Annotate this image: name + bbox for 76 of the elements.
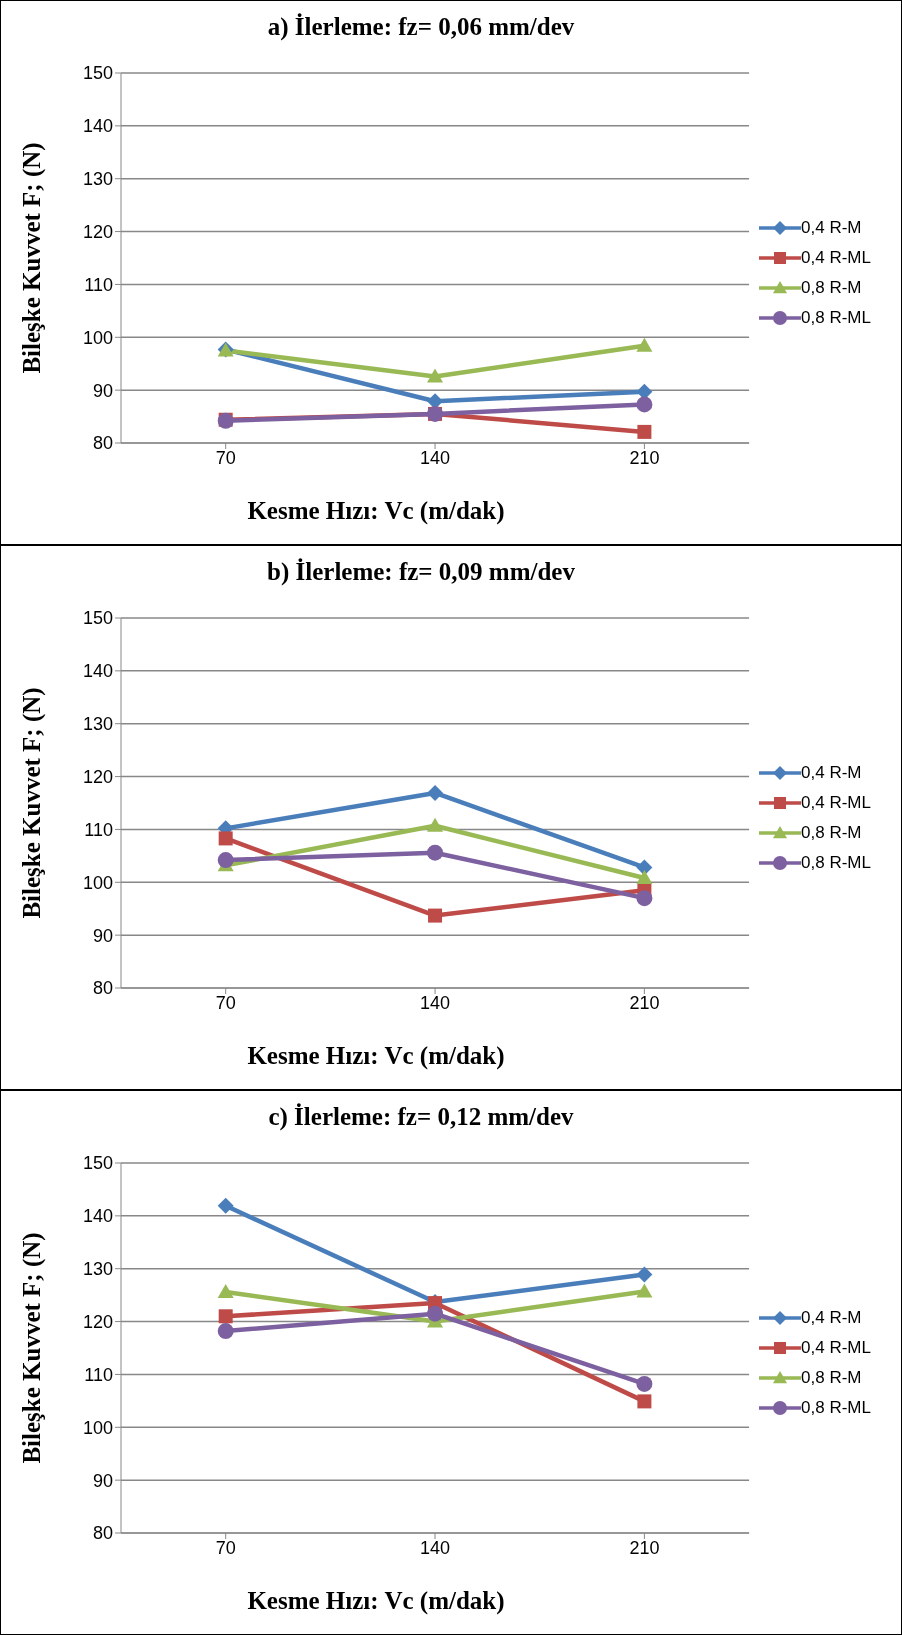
x-axis-title: Kesme Hızı: Vc (m/dak) <box>246 497 506 525</box>
y-tick-label: 130 <box>82 169 113 190</box>
y-tick-label: 100 <box>82 872 113 893</box>
y-tick-label: 80 <box>92 978 113 999</box>
x-tick-label: 70 <box>215 992 236 1013</box>
y-tick-label: 100 <box>82 327 113 348</box>
legend-label: 0,8 R-M <box>801 1368 862 1388</box>
y-tick-label: 140 <box>82 1206 113 1227</box>
legend-label: 0,8 R-ML <box>801 1398 871 1418</box>
point <box>218 831 233 846</box>
x-tick-label: 140 <box>420 992 451 1013</box>
x-tick-label: 210 <box>629 1537 660 1558</box>
legend-label: 0,4 R-ML <box>801 1338 871 1358</box>
legend-label: 0,4 R-M <box>801 218 862 238</box>
y-tick-label: 110 <box>84 1364 113 1385</box>
point <box>218 1309 233 1324</box>
legend-label: 0,8 R-ML <box>801 853 871 873</box>
y-axis-title: Bileşke Kuvvet F; (N) <box>17 142 46 374</box>
point <box>428 908 443 923</box>
y-tick-label: 150 <box>82 63 113 84</box>
legend-label: 0,8 R-M <box>801 278 862 298</box>
y-axis-title: Bileşke Kuvvet F; (N) <box>17 1232 46 1464</box>
x-tick-label: 210 <box>629 992 660 1013</box>
y-tick-label: 150 <box>82 608 113 629</box>
x-axis-title: Kesme Hızı: Vc (m/dak) <box>246 1042 506 1070</box>
y-tick-label: 150 <box>82 1153 113 1174</box>
legend-label: 0,8 R-M <box>801 823 862 843</box>
y-tick-label: 80 <box>92 433 113 454</box>
legend-label: 0,4 R-ML <box>801 793 871 813</box>
point <box>636 1266 653 1283</box>
point <box>427 1305 444 1322</box>
y-tick-label: 110 <box>84 819 113 840</box>
x-tick-label: 70 <box>215 447 236 468</box>
point <box>636 1375 653 1392</box>
point <box>636 890 653 907</box>
legend-label: 0,4 R-ML <box>801 248 871 268</box>
y-tick-label: 80 <box>92 1523 113 1544</box>
x-tick-label: 140 <box>420 1537 451 1558</box>
chart-title: a) İlerleme: fz= 0,06 mm/dev <box>266 12 576 43</box>
y-tick-label: 100 <box>82 1417 113 1438</box>
point <box>636 337 653 352</box>
y-tick-label: 130 <box>82 714 113 735</box>
point <box>217 852 234 869</box>
point <box>637 1394 652 1409</box>
point <box>636 396 653 413</box>
legend-label: 0,8 R-ML <box>801 308 871 328</box>
y-axis-title: Bileşke Kuvvet F; (N) <box>17 687 46 919</box>
x-tick-label: 210 <box>629 447 660 468</box>
legend-label: 0,4 R-M <box>801 763 862 783</box>
y-tick-label: 130 <box>82 1259 113 1280</box>
chart-title: b) İlerleme: fz= 0,09 mm/dev <box>266 557 576 587</box>
point <box>427 368 444 383</box>
y-tick-label: 110 <box>84 274 113 295</box>
point <box>636 859 653 876</box>
point <box>427 784 444 801</box>
point <box>636 870 653 885</box>
y-tick-label: 90 <box>92 1470 113 1491</box>
y-tick-label: 120 <box>82 221 113 242</box>
point <box>636 1283 653 1298</box>
y-tick-label: 120 <box>82 766 113 787</box>
x-tick-label: 140 <box>420 447 451 468</box>
y-tick-label: 140 <box>82 116 113 137</box>
y-tick-label: 90 <box>92 925 113 946</box>
x-axis-title: Kesme Hızı: Vc (m/dak) <box>246 1587 506 1615</box>
y-tick-label: 140 <box>82 661 113 682</box>
point <box>217 1197 234 1214</box>
chart-title: c) İlerleme: fz= 0,12 mm/dev <box>267 1102 575 1133</box>
x-tick-label: 70 <box>215 1537 236 1558</box>
point <box>427 817 444 832</box>
legend-label: 0,4 R-M <box>801 1308 862 1328</box>
y-tick-label: 90 <box>92 380 113 401</box>
y-tick-label: 120 <box>82 1311 113 1332</box>
point <box>217 1283 234 1298</box>
point <box>217 1323 234 1340</box>
point <box>427 844 444 861</box>
point <box>637 424 652 439</box>
